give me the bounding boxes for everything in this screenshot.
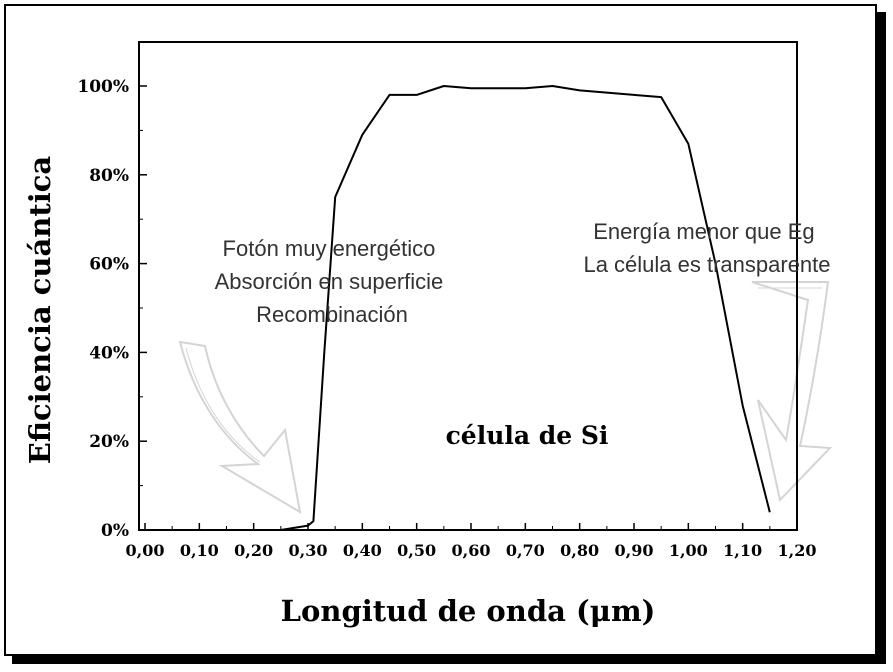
x-tick-label: 0,20: [234, 541, 273, 560]
x-tick-label: 1,00: [669, 541, 708, 560]
y-tick-label: 0%: [101, 521, 129, 541]
x-tick-label: 0,10: [180, 541, 219, 560]
y-tick-label: 20%: [89, 432, 129, 452]
x-tick-label: 0,30: [289, 541, 328, 560]
y-tick-label: 80%: [89, 166, 129, 186]
figure-frame: [4, 4, 877, 656]
x-tick-label: 0,90: [615, 541, 654, 560]
x-tick-label: 0,40: [343, 541, 382, 560]
series-line: [145, 85, 771, 531]
x-axis-label: Longitud de onda (μm): [281, 594, 656, 628]
annotation-left-line-3: Recombinación: [256, 302, 408, 327]
annotation-left-line-2: Absorción en superficie: [215, 269, 444, 294]
y-axis-ticks: 0% 20% 40% 60% 80% 100%: [77, 77, 147, 541]
y-tick-label: 60%: [89, 255, 129, 275]
annotation-right-line-2: La célula es transparente: [583, 252, 830, 277]
x-tick-label: 1,20: [778, 541, 817, 560]
plot-area: [138, 41, 798, 531]
annotation-right: Energía menor que Eg La célula es transp…: [583, 219, 830, 277]
x-tick-label: 1,10: [723, 541, 762, 560]
x-tick-label: 0,50: [397, 541, 436, 560]
annotation-right-line-1: Energía menor que Eg: [593, 219, 814, 244]
y-axis-label: Eficiencia cuántica: [23, 156, 57, 465]
annotation-left: Fotón muy energético Absorción en superf…: [215, 236, 450, 327]
annotation-left-line-1: Fotón muy energético: [223, 236, 436, 261]
left-arrow-decoration: [178, 340, 302, 514]
x-tick-label: 0,70: [506, 541, 545, 560]
x-tick-label: 0,00: [126, 541, 165, 560]
x-tick-label: 0,80: [560, 541, 599, 560]
y-tick-label: 100%: [77, 77, 129, 97]
x-tick-label: 0,60: [452, 541, 491, 560]
x-axis-ticks: 0,00 0,10 0,20 0,30 0,40 0,50 0,60 0,70 0,80 0,90…: [126, 523, 817, 560]
right-arrow-decoration: [751, 281, 833, 503]
annotation-cell-label: célula de Si: [446, 421, 609, 450]
y-tick-label: 40%: [89, 343, 129, 363]
